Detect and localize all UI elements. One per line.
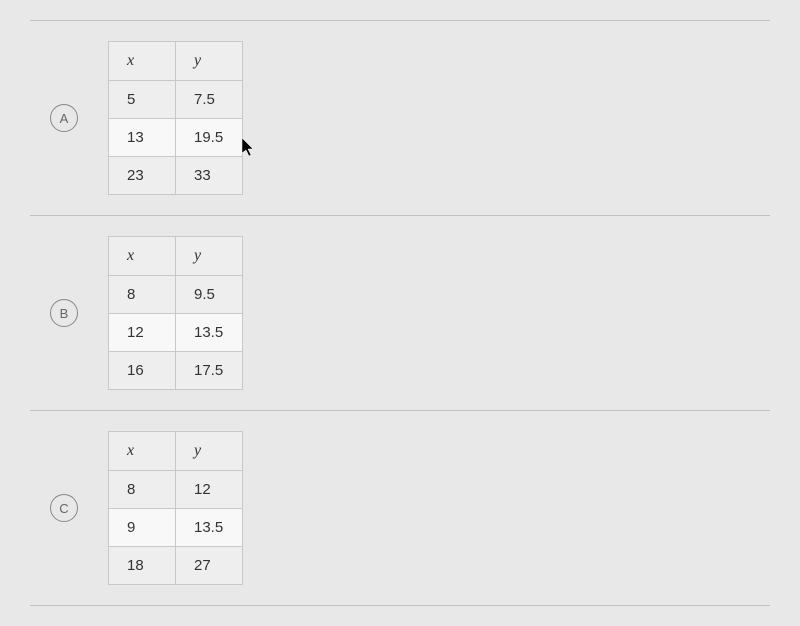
table-cell: 13.5 <box>176 509 243 547</box>
table-cell: 23 <box>109 157 176 195</box>
table-cell: 8 <box>109 276 176 314</box>
table-header-row: x y <box>109 42 243 81</box>
table-row: 5 7.5 <box>109 81 243 119</box>
table-header-row: x y <box>109 237 243 276</box>
table-cell: 27 <box>176 547 243 585</box>
data-table-c: x y 8 12 9 13.5 18 27 <box>108 431 243 585</box>
option-letter-text: C <box>59 501 68 516</box>
table-cell: 12 <box>176 471 243 509</box>
table-row: 13 19.5 <box>109 119 243 157</box>
table-row: 8 9.5 <box>109 276 243 314</box>
column-header-x: x <box>109 42 176 81</box>
column-header-x: x <box>109 432 176 471</box>
column-header-y: y <box>176 237 243 276</box>
table-row: 8 12 <box>109 471 243 509</box>
table-cell: 5 <box>109 81 176 119</box>
table-cell: 33 <box>176 157 243 195</box>
table-row: 9 13.5 <box>109 509 243 547</box>
table-cell: 12 <box>109 314 176 352</box>
table-row: 16 17.5 <box>109 352 243 390</box>
answer-option-b[interactable]: B x y 8 9.5 12 13.5 16 17.5 <box>30 216 770 411</box>
table-row: 23 33 <box>109 157 243 195</box>
table-row: 12 13.5 <box>109 314 243 352</box>
table-cell: 13.5 <box>176 314 243 352</box>
table-header-row: x y <box>109 432 243 471</box>
answer-option-a[interactable]: A x y 5 7.5 13 19.5 23 33 <box>30 20 770 216</box>
option-letter-c: C <box>50 494 78 522</box>
table-cell: 19.5 <box>176 119 243 157</box>
option-letter-a: A <box>50 104 78 132</box>
table-cell: 18 <box>109 547 176 585</box>
answer-option-c[interactable]: C x y 8 12 9 13.5 18 27 <box>30 411 770 606</box>
column-header-y: y <box>176 432 243 471</box>
option-letter-text: B <box>60 306 69 321</box>
option-letter-b: B <box>50 299 78 327</box>
table-cell: 9 <box>109 509 176 547</box>
table-cell: 16 <box>109 352 176 390</box>
column-header-y: y <box>176 42 243 81</box>
table-cell: 13 <box>109 119 176 157</box>
table-row: 18 27 <box>109 547 243 585</box>
table-cell: 8 <box>109 471 176 509</box>
table-cell: 7.5 <box>176 81 243 119</box>
table-cell: 17.5 <box>176 352 243 390</box>
table-cell: 9.5 <box>176 276 243 314</box>
column-header-x: x <box>109 237 176 276</box>
option-letter-text: A <box>60 111 69 126</box>
data-table-a: x y 5 7.5 13 19.5 23 33 <box>108 41 243 195</box>
data-table-b: x y 8 9.5 12 13.5 16 17.5 <box>108 236 243 390</box>
